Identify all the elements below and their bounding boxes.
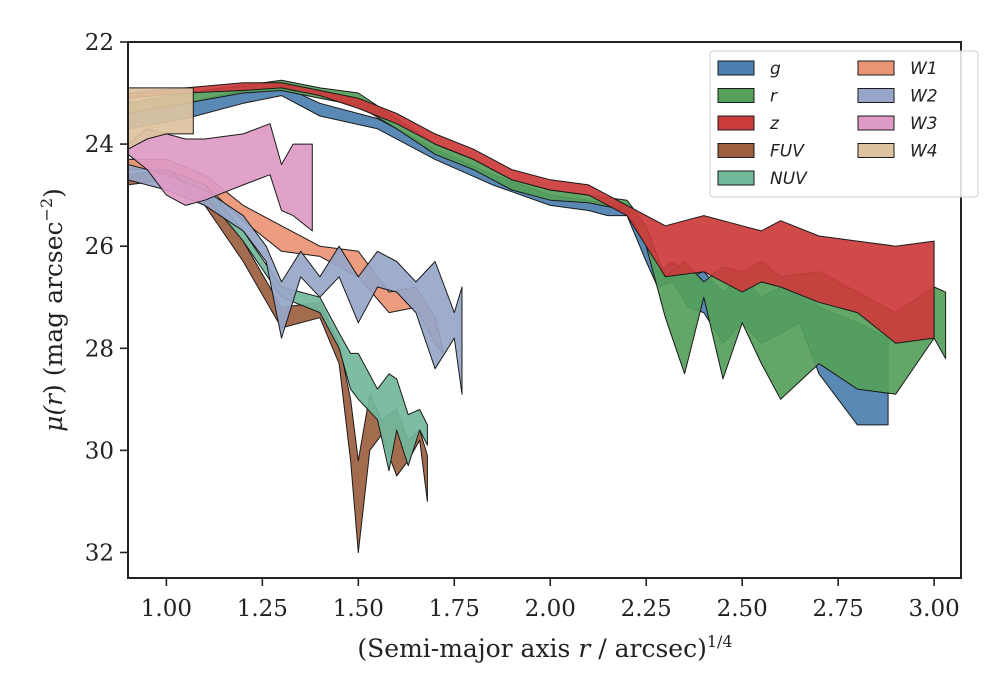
axes-layer: 1.00 1.25 1.50 1.75 2.00 2.25 2.50 2.75 3.00 22 24… — [85, 30, 962, 622]
legend-swatch-r — [717, 88, 755, 103]
legend-swatch-fuv — [717, 143, 755, 158]
legend-label-r: r — [770, 87, 778, 107]
legend-swatch-w4 — [857, 143, 895, 158]
legend-swatch-nuv — [717, 170, 755, 186]
band-w2 — [128, 164, 463, 395]
x-tick-label: 1.75 — [429, 596, 480, 622]
legend-swatch-z — [717, 115, 755, 131]
x-tick-label: 2.75 — [813, 596, 864, 622]
x-tick-label: 1.00 — [141, 596, 192, 622]
legend-box — [709, 50, 979, 198]
x-tick-label: 1.50 — [333, 596, 384, 622]
legend-label-z: z — [769, 114, 780, 134]
legend-swatch-w2 — [857, 88, 895, 103]
legend-swatch-w1 — [857, 60, 895, 76]
band-layer — [128, 79, 947, 553]
legend-label-w3: W3 — [910, 114, 938, 134]
y-tick-label: 26 — [85, 234, 114, 260]
y-tick-label: 24 — [85, 132, 114, 158]
y-tick-label: 28 — [85, 336, 114, 362]
legend-label-fuv: FUV — [770, 142, 805, 162]
y-tick-label: 30 — [85, 438, 114, 464]
band-w3 — [128, 123, 313, 232]
y-tick-label: 32 — [85, 540, 114, 566]
y-axis-label: μ(r) (mag arcsec−2) — [37, 188, 68, 432]
legend-label-w1: W1 — [910, 59, 938, 79]
legend: grz FUV NUV W1 W2 W3 W4 — [709, 50, 979, 198]
x-axis-label: (Semi-major axis r / arcsec)1/4 — [357, 632, 732, 663]
x-tick-label: 3.00 — [909, 596, 960, 622]
band-z — [128, 82, 935, 344]
bands-clipped — [128, 79, 947, 553]
legend-swatch-w3 — [857, 115, 895, 131]
legend-label-nuv: NUV — [770, 169, 808, 189]
band-w4 — [128, 87, 194, 150]
x-tick-label: 1.25 — [237, 596, 288, 622]
x-tick-label: 2.00 — [525, 596, 576, 622]
x-tick-label: 2.50 — [717, 596, 768, 622]
legend-label-w2: W2 — [910, 87, 938, 107]
legend-label-g: g — [770, 59, 781, 79]
y-tick-label: 22 — [85, 30, 114, 56]
x-tick-label: 2.25 — [621, 596, 672, 622]
legend-label-w4: W4 — [910, 142, 938, 162]
plot-frame — [127, 41, 962, 579]
legend-swatch-g — [717, 60, 755, 76]
